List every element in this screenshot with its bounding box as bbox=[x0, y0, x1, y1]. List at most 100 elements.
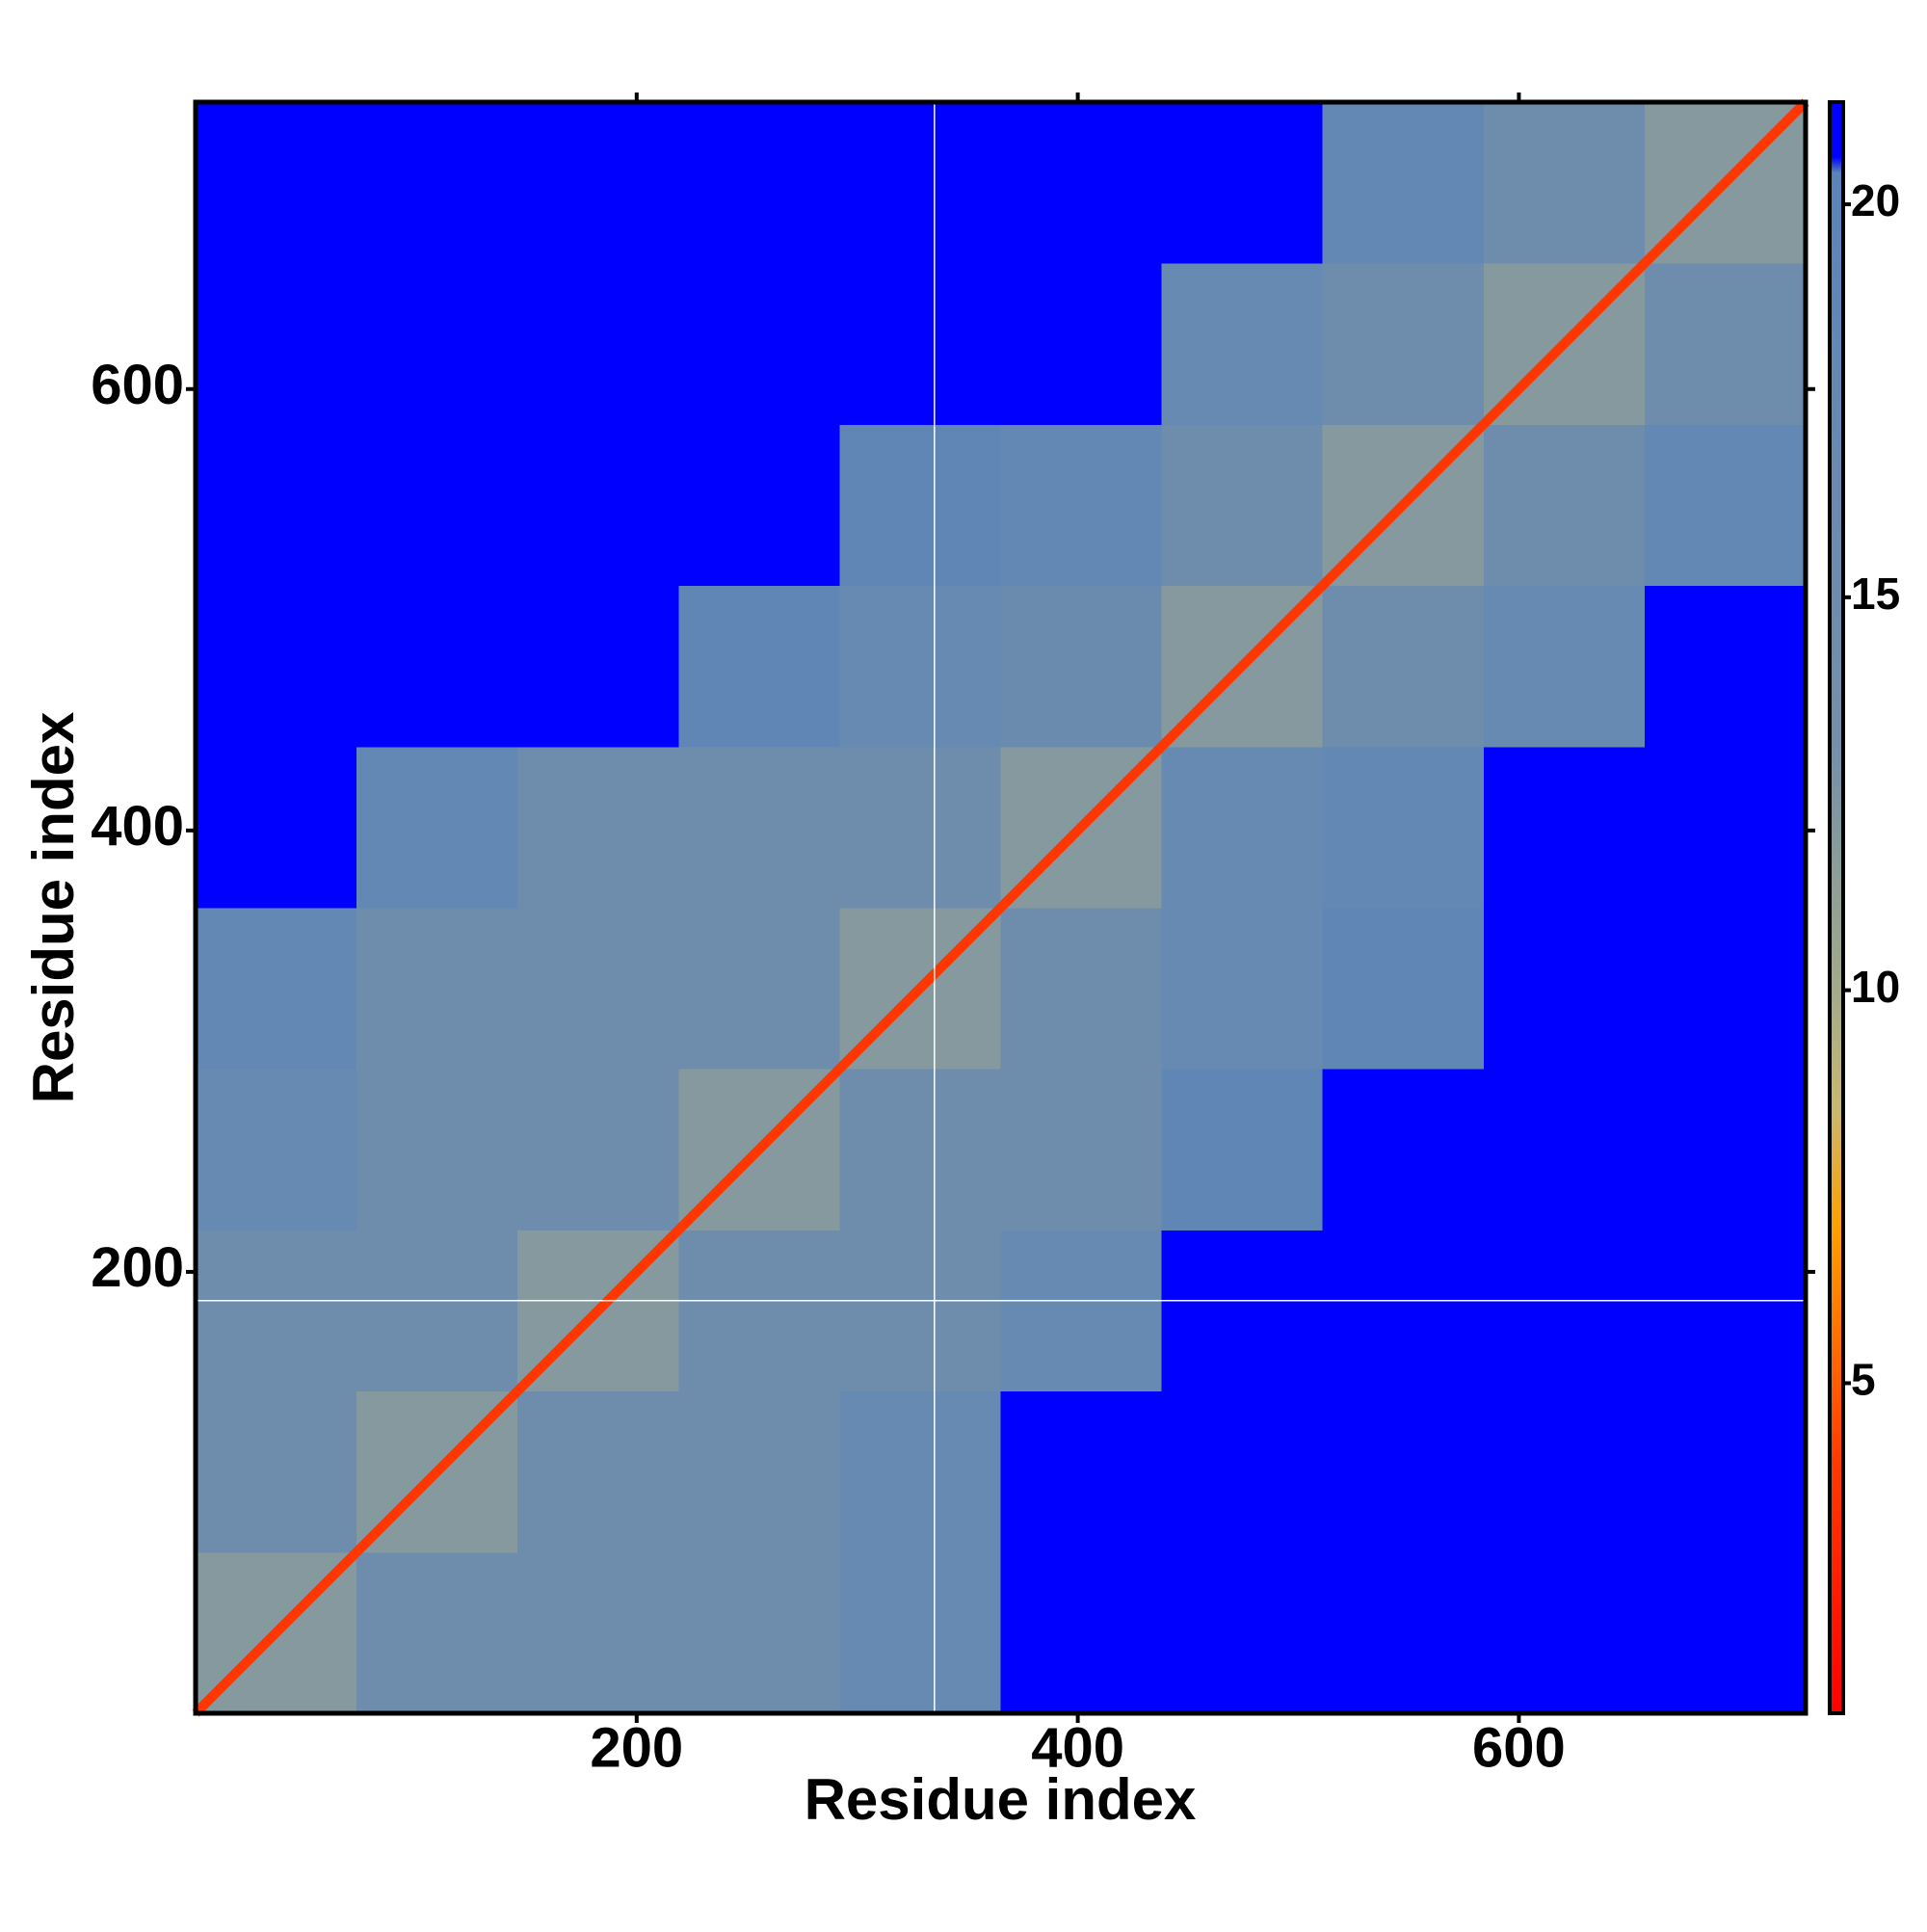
heatmap-cell bbox=[356, 263, 518, 425]
heatmap-cell bbox=[517, 585, 679, 748]
heatmap-cell bbox=[517, 746, 679, 909]
heatmap-cell bbox=[356, 1551, 518, 1714]
heatmap-cell bbox=[839, 1069, 1001, 1231]
colorbar-tick-label: 20 bbox=[1851, 175, 1900, 225]
heatmap-cell bbox=[517, 908, 679, 1070]
heatmap-cell bbox=[1161, 424, 1324, 587]
heatmap-cell bbox=[1644, 1230, 1807, 1392]
heatmap-cell bbox=[196, 908, 357, 1070]
heatmap-cell bbox=[196, 263, 357, 425]
heatmap-cell bbox=[1483, 908, 1646, 1070]
heatmap-cell bbox=[1644, 1551, 1807, 1714]
plot-frame bbox=[193, 99, 1808, 1716]
colorbar-tick-label: 10 bbox=[1851, 962, 1900, 1012]
x-tick-label: 200 bbox=[590, 1716, 683, 1779]
heatmap-cell bbox=[1644, 263, 1807, 425]
heatmap-cell bbox=[356, 1230, 518, 1392]
heatmap-cell bbox=[839, 424, 1001, 587]
heatmap-cell bbox=[517, 1390, 679, 1553]
heatmap-cell bbox=[196, 1069, 357, 1231]
heatmap-cell bbox=[1000, 1551, 1163, 1714]
heatmap-cell bbox=[1644, 585, 1807, 748]
heatmap-cell bbox=[1000, 424, 1163, 587]
heatmap-cell bbox=[1000, 1390, 1163, 1553]
y-tick-label: 600 bbox=[91, 354, 184, 416]
heatmap-cell bbox=[678, 1230, 840, 1392]
heatmap-cell bbox=[1000, 1230, 1163, 1392]
heatmap-cell bbox=[1000, 908, 1163, 1070]
y-axis-title: Residue index bbox=[21, 712, 86, 1104]
heatmap-cell bbox=[356, 908, 518, 1070]
heatmap-cell bbox=[196, 1390, 357, 1553]
heatmap-cell bbox=[1322, 1230, 1485, 1392]
heatmap-cell bbox=[1483, 1230, 1646, 1392]
heatmap-cell bbox=[1322, 1069, 1485, 1231]
heatmap-cell bbox=[1322, 585, 1485, 748]
colorbar-tick-label: 15 bbox=[1851, 569, 1900, 619]
heatmap-cell bbox=[1644, 424, 1807, 587]
heatmap-cell bbox=[678, 908, 840, 1070]
heatmap-cell bbox=[839, 1551, 1001, 1714]
heatmap-cell bbox=[1161, 102, 1324, 264]
x-tick-label: 600 bbox=[1472, 1716, 1566, 1779]
heatmap-cell bbox=[517, 424, 679, 587]
heatmap-cell bbox=[1000, 585, 1163, 748]
heatmap-cell bbox=[678, 424, 840, 587]
heatmap-cell bbox=[196, 424, 357, 587]
heatmap-cell bbox=[1161, 1551, 1324, 1714]
heatmap-cell bbox=[1322, 908, 1485, 1070]
heatmap-cell bbox=[356, 424, 518, 587]
colorbar-tick-label: 5 bbox=[1851, 1355, 1876, 1405]
heatmap-cell bbox=[356, 1069, 518, 1231]
heatmap-cell bbox=[1483, 585, 1646, 748]
heatmap-cell bbox=[1644, 1390, 1807, 1553]
x-axis-title: Residue index bbox=[805, 1767, 1197, 1832]
heatmap-cell bbox=[1322, 1551, 1485, 1714]
heatmap-cell bbox=[839, 263, 1001, 425]
heatmap-cell bbox=[1161, 1230, 1324, 1392]
heatmap-cell bbox=[1644, 746, 1807, 909]
heatmap-cell bbox=[196, 746, 357, 909]
heatmap-cell bbox=[678, 746, 840, 909]
heatmap bbox=[196, 102, 1807, 1714]
heatmap-cell bbox=[839, 1230, 1001, 1392]
heatmap-cell bbox=[1322, 263, 1485, 425]
heatmap-cell bbox=[517, 1069, 679, 1231]
heatmap-cell bbox=[1644, 908, 1807, 1070]
heatmap-cell bbox=[196, 102, 357, 264]
heatmap-cell bbox=[1322, 746, 1485, 909]
heatmap-cell bbox=[1161, 263, 1324, 425]
heatmap-cell bbox=[356, 585, 518, 748]
x-tick-label: 400 bbox=[1031, 1716, 1124, 1779]
heatmap-cell bbox=[678, 585, 840, 748]
heatmap-cell bbox=[1000, 1069, 1163, 1231]
heatmap-cell bbox=[1161, 1069, 1324, 1231]
heatmap-cell bbox=[839, 1390, 1001, 1553]
heatmap-cell bbox=[1161, 908, 1324, 1070]
heatmap-cell bbox=[1483, 1069, 1646, 1231]
heatmap-cell bbox=[517, 1551, 679, 1714]
heatmap-cell bbox=[1000, 263, 1163, 425]
heatmap-cell bbox=[1483, 1390, 1646, 1553]
heatmap-cell bbox=[839, 585, 1001, 748]
heatmap-cell bbox=[1161, 746, 1324, 909]
heatmap-cell bbox=[678, 1390, 840, 1553]
colorbar bbox=[1828, 100, 1845, 1715]
heatmap-cell bbox=[1644, 1069, 1807, 1231]
heatmap-cell bbox=[1322, 102, 1485, 264]
heatmap-cell bbox=[1322, 1390, 1485, 1553]
heatmap-cell bbox=[1000, 102, 1163, 264]
y-tick-label: 400 bbox=[91, 795, 184, 858]
heatmap-cell bbox=[1483, 746, 1646, 909]
diagonal bbox=[192, 98, 1809, 1717]
heatmap-cell bbox=[839, 746, 1001, 909]
heatmap-cell bbox=[517, 102, 679, 264]
heatmap-cell bbox=[196, 585, 357, 748]
heatmap-cell bbox=[356, 102, 518, 264]
heatmap-cell bbox=[1161, 1390, 1324, 1553]
heatmap-cell bbox=[839, 102, 1001, 264]
heatmap-cell bbox=[196, 1230, 357, 1392]
heatmap-cell bbox=[678, 1551, 840, 1714]
heatmap-cell bbox=[517, 263, 679, 425]
